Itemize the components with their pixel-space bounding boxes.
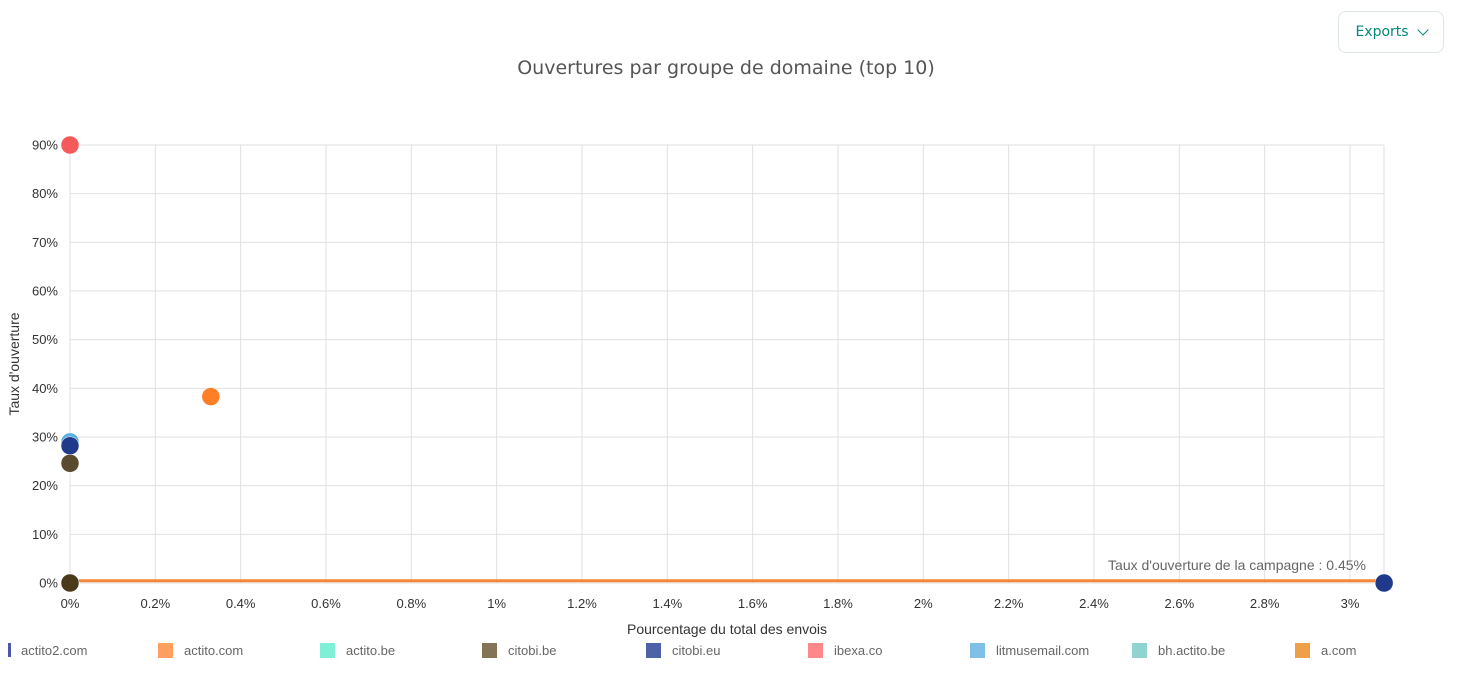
legend-swatch <box>808 643 823 658</box>
legend-swatch <box>8 643 11 657</box>
x-tick-label: 2% <box>914 596 933 611</box>
x-tick-label: 1% <box>487 596 506 611</box>
exports-label: Exports <box>1355 24 1409 40</box>
y-tick-label: 10% <box>32 527 58 542</box>
x-axis-label: Pourcentage du total des envois <box>627 621 827 637</box>
y-tick-label: 0% <box>39 576 58 591</box>
legend-swatch <box>320 643 335 658</box>
y-tick-label: 20% <box>32 478 58 493</box>
data-point-citobi-be <box>60 454 80 473</box>
x-tick-label: 3% <box>1341 596 1360 611</box>
y-tick-label: 80% <box>32 186 58 201</box>
campaign-rate-label: Taux d'ouverture de la campagne : 0.45% <box>1108 557 1366 573</box>
y-tick-label: 40% <box>32 381 58 396</box>
x-tick-label: 2.2% <box>994 596 1024 611</box>
x-tick-label: 0% <box>61 596 80 611</box>
x-tick-label: 2.4% <box>1079 596 1109 611</box>
x-tick-label: 0.2% <box>141 596 171 611</box>
exports-button[interactable]: Exports <box>1338 11 1444 53</box>
legend-label: actito.be <box>346 643 395 658</box>
data-point-actito-com <box>201 387 221 406</box>
data-point-ibexa-co <box>60 135 80 155</box>
legend-label: litmusemail.com <box>996 643 1089 658</box>
legend-swatch <box>482 643 497 658</box>
y-tick-label: 50% <box>32 332 58 347</box>
y-axis-label: Taux d'ouverture <box>6 312 22 415</box>
x-tick-label: 1.8% <box>823 596 853 611</box>
x-tick-label: 1.2% <box>567 596 597 611</box>
y-tick-label: 30% <box>32 430 58 445</box>
y-tick-label: 90% <box>32 138 58 153</box>
y-tick-label: 70% <box>32 235 58 250</box>
legend-label: actito.com <box>184 643 243 658</box>
x-tick-label: 0.8% <box>397 596 427 611</box>
legend-label: bh.actito.be <box>1158 643 1225 658</box>
legend-label: actito2.com <box>21 643 87 658</box>
legend-swatch <box>1132 643 1147 658</box>
y-tick-label: 60% <box>32 284 58 299</box>
x-tick-label: 0.4% <box>226 596 256 611</box>
x-tick-label: 1.6% <box>738 596 768 611</box>
legend-swatch <box>970 643 985 658</box>
legend-swatch <box>158 643 173 658</box>
data-point-citobi-eu <box>60 436 80 456</box>
legend-label: ibexa.co <box>834 643 882 658</box>
legend-swatch <box>1295 643 1310 658</box>
x-tick-label: 1.4% <box>653 596 683 611</box>
legend-label: citobi.be <box>508 643 556 658</box>
x-tick-label: 0.6% <box>311 596 341 611</box>
x-tick-label: 2.8% <box>1250 596 1280 611</box>
data-point-a-com <box>60 573 80 593</box>
data-point-actito2-com <box>1374 573 1394 593</box>
legend-swatch <box>646 643 661 658</box>
legend-label: a.com <box>1321 643 1356 658</box>
chart-title: Ouvertures par groupe de domaine (top 10… <box>517 57 935 79</box>
x-tick-label: 2.6% <box>1165 596 1195 611</box>
legend-label: citobi.eu <box>672 643 720 658</box>
